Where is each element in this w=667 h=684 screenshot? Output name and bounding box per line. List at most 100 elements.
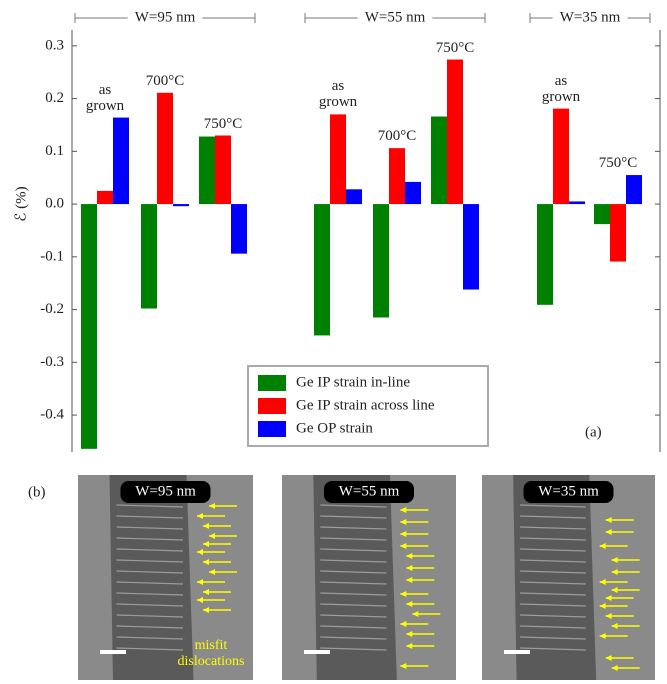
arrow-head	[203, 523, 209, 529]
dislocation-line	[116, 548, 184, 552]
dislocation-line	[320, 515, 387, 519]
dislocation-line	[520, 647, 586, 651]
nanowire	[109, 475, 194, 680]
bar	[141, 204, 157, 309]
dislocation-line	[116, 581, 184, 585]
arrow-head	[605, 529, 612, 535]
label-bg	[523, 481, 614, 503]
bar	[346, 189, 362, 205]
y-tick-label: -0.1	[40, 248, 64, 264]
dislocation-line	[520, 526, 586, 530]
dislocation-line	[116, 537, 184, 541]
dislocation-line	[116, 515, 184, 519]
dislocation-line	[320, 570, 387, 574]
dislocation-line	[320, 647, 387, 651]
micrograph-label: W=55 nm	[339, 483, 400, 499]
bar	[447, 59, 463, 205]
y-tick-label: -0.3	[40, 354, 64, 370]
arrow-head	[406, 631, 413, 637]
category-label: as grown	[318, 78, 358, 111]
micrograph-label: W=35 nm	[538, 483, 599, 499]
legend-box	[247, 365, 489, 447]
arrow-head	[197, 597, 203, 603]
label-bg	[324, 481, 414, 503]
dislocation-line	[116, 504, 184, 508]
bar	[610, 204, 626, 262]
panel-header: W=95 nm	[135, 9, 196, 25]
dislocation-line	[116, 603, 184, 607]
bar	[569, 201, 585, 205]
label-bg	[120, 481, 211, 503]
bar	[81, 204, 97, 449]
legend-label: Ge OP strain	[296, 420, 373, 436]
category-label: 700°C	[377, 128, 417, 145]
dislocation-line	[320, 537, 387, 541]
dislocation-line	[520, 636, 586, 640]
arrow-head	[209, 503, 215, 509]
arrow-head	[611, 557, 618, 563]
scale-bar	[304, 650, 330, 654]
arrow-head	[400, 663, 407, 669]
bar	[594, 204, 610, 225]
arrow-head	[400, 507, 407, 513]
dislocation-line	[320, 592, 387, 596]
bar	[199, 136, 215, 205]
y-tick-label: 0.3	[45, 37, 64, 53]
bar	[373, 204, 389, 318]
arrow-head	[400, 531, 407, 537]
dislocation-line	[320, 625, 387, 629]
dislocation-line	[320, 636, 387, 640]
dislocation-line	[116, 559, 184, 563]
arrow-head	[412, 611, 419, 617]
legend-swatch	[258, 375, 286, 391]
arrow-head	[611, 665, 618, 671]
legend-swatch	[258, 421, 286, 437]
arrow-head	[611, 587, 618, 593]
arrow-head	[605, 655, 612, 661]
arrow-head	[209, 569, 215, 575]
arrow-head	[203, 607, 209, 613]
bar	[537, 204, 553, 305]
dislocation-line	[520, 537, 586, 541]
dislocation-line	[116, 592, 184, 596]
scale-bar	[504, 650, 530, 654]
arrow-head	[400, 519, 407, 525]
arrow-head	[197, 549, 203, 555]
category-label: 750°C	[435, 39, 475, 56]
dislocation-line	[520, 581, 586, 585]
dislocation-line	[520, 570, 586, 574]
arrow-head	[605, 613, 612, 619]
arrow-head	[406, 577, 413, 583]
dislocation-line	[520, 625, 586, 629]
bar	[389, 148, 405, 205]
dislocation-line	[320, 504, 387, 508]
arrow-head	[197, 579, 203, 585]
arrow-head	[406, 643, 413, 649]
bar	[157, 92, 173, 205]
arrow-head	[599, 633, 606, 639]
dislocation-line	[320, 581, 387, 585]
dislocation-line	[320, 526, 387, 530]
micrograph-annotation: misfit dislocations	[177, 638, 245, 669]
dislocation-line	[116, 614, 184, 618]
y-axis-label: ℰ (%)	[13, 186, 29, 221]
dislocation-line	[116, 526, 184, 530]
panel-header: W=35 nm	[560, 9, 621, 25]
bar	[215, 135, 231, 205]
arrow-head	[599, 603, 606, 609]
arrow-head	[605, 595, 612, 601]
legend-label: Ge IP strain in-line	[296, 374, 410, 390]
arrow-head	[599, 579, 606, 585]
arrow-head	[599, 543, 606, 549]
bar	[463, 204, 479, 290]
arrow-head	[400, 591, 407, 597]
dislocation-line	[116, 647, 184, 651]
bar	[405, 181, 421, 205]
dislocation-line	[520, 548, 586, 552]
panel-label: (a)	[585, 424, 602, 440]
dislocation-line	[520, 603, 586, 607]
bar	[431, 116, 447, 205]
dislocation-line	[320, 614, 387, 618]
